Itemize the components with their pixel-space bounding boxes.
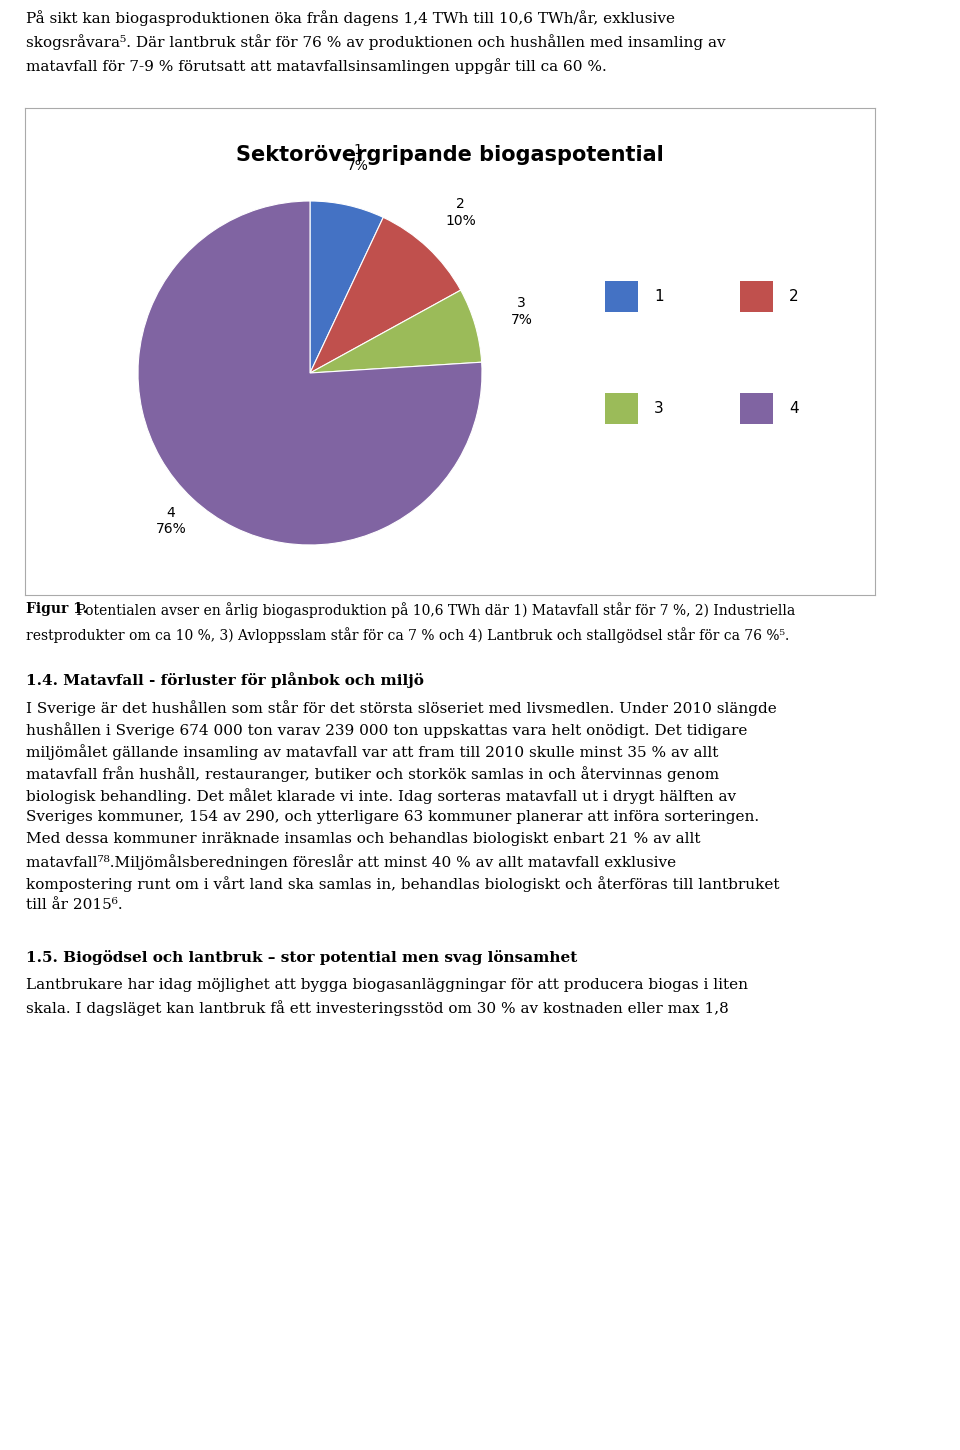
Wedge shape	[310, 218, 461, 373]
Text: 4
76%: 4 76%	[156, 506, 186, 536]
Wedge shape	[310, 202, 383, 373]
Text: matavfall från hushåll, restauranger, butiker och storkök samlas in och återvinn: matavfall från hushåll, restauranger, bu…	[26, 766, 719, 782]
Text: skogsråvara⁵. Där lantbruk står för 76 % av produktionen och hushållen med insam: skogsråvara⁵. Där lantbruk står för 76 %…	[26, 33, 726, 49]
Text: 3: 3	[654, 402, 663, 416]
Wedge shape	[310, 290, 482, 373]
Text: 1.5. Biogödsel och lantbruk – stor potential men svag lönsamhet: 1.5. Biogödsel och lantbruk – stor poten…	[26, 950, 577, 966]
Text: skala. I dagsläget kan lantbruk få ett investeringsstöd om 30 % av kostnaden ell: skala. I dagsläget kan lantbruk få ett i…	[26, 1000, 729, 1016]
Text: kompostering runt om i vårt land ska samlas in, behandlas biologiskt och återför: kompostering runt om i vårt land ska sam…	[26, 876, 780, 892]
Text: Figur 1.: Figur 1.	[26, 602, 87, 616]
Wedge shape	[138, 202, 482, 545]
Text: 1: 1	[654, 289, 663, 304]
Bar	[606, 393, 637, 423]
Text: 4: 4	[789, 402, 799, 416]
Text: På sikt kan biogasproduktionen öka från dagens 1,4 TWh till 10,6 TWh/år, exklusi: På sikt kan biogasproduktionen öka från …	[26, 10, 675, 26]
Bar	[606, 281, 637, 312]
Text: Lantbrukare har idag möjlighet att bygga biogasanläggningar för att producera bi: Lantbrukare har idag möjlighet att bygga…	[26, 977, 748, 992]
Text: restprodukter om ca 10 %, 3) Avloppsslam står för ca 7 % och 4) Lantbruk och sta: restprodukter om ca 10 %, 3) Avloppsslam…	[26, 626, 789, 642]
Text: miljömålet gällande insamling av matavfall var att fram till 2010 skulle minst 3: miljömålet gällande insamling av matavfa…	[26, 744, 718, 760]
Text: Med dessa kommuner inräknade insamlas och behandlas biologiskt enbart 21 % av al: Med dessa kommuner inräknade insamlas oc…	[26, 832, 701, 845]
Text: I Sverige är det hushållen som står för det största slöseriet med livsmedlen. Un: I Sverige är det hushållen som står för …	[26, 700, 777, 716]
Text: matavfall⁷⁸.Miljömålsberedningen föreslår att minst 40 % av allt matavfall exklu: matavfall⁷⁸.Miljömålsberedningen föreslå…	[26, 854, 676, 870]
Text: 1
7%: 1 7%	[348, 144, 369, 173]
Text: Sektorövergripande biogaspotential: Sektorövergripande biogaspotential	[236, 145, 664, 165]
Text: 1.4. Matavfall - förluster för plånbok och miljö: 1.4. Matavfall - förluster för plånbok o…	[26, 671, 423, 687]
Text: 2
10%: 2 10%	[445, 197, 476, 228]
Text: 2: 2	[789, 289, 799, 304]
Bar	[740, 281, 773, 312]
Bar	[740, 393, 773, 423]
Text: Sveriges kommuner, 154 av 290, och ytterligare 63 kommuner planerar att införa s: Sveriges kommuner, 154 av 290, och ytter…	[26, 811, 759, 824]
Text: Potentialen avser en årlig biogasproduktion på 10,6 TWh där 1) Matavfall står fö: Potentialen avser en årlig biogasprodukt…	[72, 602, 795, 618]
Text: biologisk behandling. Det målet klarade vi inte. Idag sorteras matavfall ut i dr: biologisk behandling. Det målet klarade …	[26, 787, 736, 803]
Text: matavfall för 7-9 % förutsatt att matavfallsinsamlingen uppgår till ca 60 %.: matavfall för 7-9 % förutsatt att matavf…	[26, 58, 607, 74]
Text: 3
7%: 3 7%	[511, 296, 533, 326]
Text: hushållen i Sverige 674 000 ton varav 239 000 ton uppskattas vara helt onödigt. : hushållen i Sverige 674 000 ton varav 23…	[26, 722, 747, 738]
Text: till år 2015⁶.: till år 2015⁶.	[26, 898, 123, 912]
